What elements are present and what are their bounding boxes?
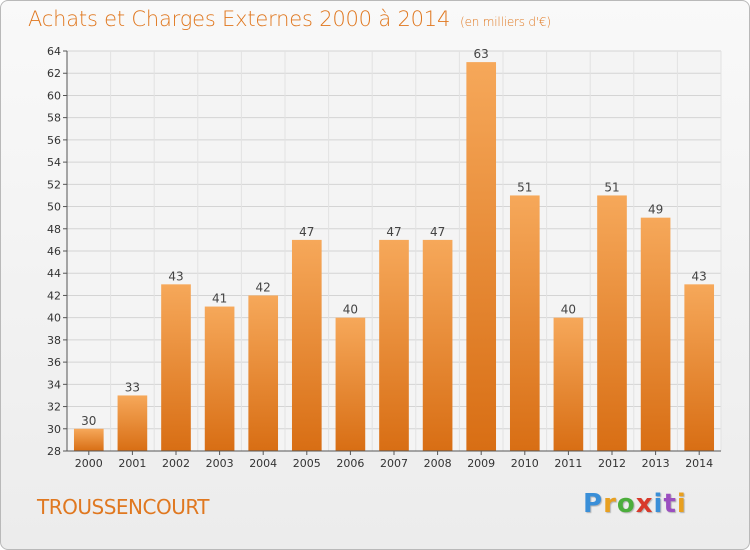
value-label: 63 xyxy=(474,47,489,61)
bar xyxy=(117,395,148,451)
x-tick-label: 2002 xyxy=(162,457,190,470)
x-tick-label: 2000 xyxy=(75,457,103,470)
value-label: 42 xyxy=(256,280,271,294)
value-label: 43 xyxy=(692,269,707,283)
bar xyxy=(161,284,191,451)
bar xyxy=(509,195,540,451)
value-label: 40 xyxy=(561,303,576,317)
logo-letter: t xyxy=(663,489,677,519)
y-tick-label: 32 xyxy=(47,401,61,414)
logo-letter: P xyxy=(583,489,604,519)
bar xyxy=(335,317,366,451)
y-tick-label: 62 xyxy=(47,67,61,80)
x-tick-label: 2006 xyxy=(336,457,364,470)
bar xyxy=(466,62,497,451)
logo-letter: x xyxy=(635,489,654,519)
bar xyxy=(422,239,453,451)
logo-letter: i xyxy=(653,489,664,519)
axes: 28 30 32 34 36 38 40 42 44 46 48 50 52 54 56 58 60 62 64 20… xyxy=(47,45,721,470)
x-tick-label: 2007 xyxy=(380,457,408,470)
x-tick-label: 2005 xyxy=(293,457,321,470)
y-tick-label: 40 xyxy=(47,312,61,325)
y-tick-label: 54 xyxy=(47,156,61,169)
value-label: 47 xyxy=(430,225,445,239)
y-tick-label: 50 xyxy=(47,201,61,214)
y-tick-label: 60 xyxy=(47,89,61,102)
value-label: 51 xyxy=(517,180,532,194)
value-label: 40 xyxy=(343,303,358,317)
y-tick-label: 38 xyxy=(47,334,61,347)
value-label: 47 xyxy=(299,225,314,239)
bar xyxy=(248,295,279,451)
chart-title-text: Achats et Charges Externes 2000 à 2014 xyxy=(28,7,451,31)
commune-name: TROUSSENCOURT xyxy=(37,495,210,519)
x-tick-label: 2011 xyxy=(554,457,582,470)
bar xyxy=(73,428,104,451)
y-tick-label: 52 xyxy=(47,178,61,191)
y-tick-label: 36 xyxy=(47,356,61,369)
bar xyxy=(291,239,322,451)
value-label: 30 xyxy=(81,414,96,428)
x-tick-label: 2003 xyxy=(206,457,234,470)
value-label: 47 xyxy=(386,225,401,239)
y-tick-label: 56 xyxy=(47,134,61,147)
x-tick-label: 2010 xyxy=(511,457,539,470)
bars: 30 33 43 41 42 47 40 47 47 63 51 40 51 49 43 xyxy=(73,47,715,451)
logo-letter: o xyxy=(616,489,636,519)
y-tick-label: 48 xyxy=(47,223,61,236)
x-tick-label: 2008 xyxy=(424,457,452,470)
y-tick-label: 30 xyxy=(47,423,61,436)
logo-letter: i xyxy=(676,489,687,519)
proxiti-logo: Proxiti xyxy=(583,489,687,519)
bar xyxy=(640,217,671,451)
x-tick-label: 2004 xyxy=(249,457,277,470)
x-tick-label: 2001 xyxy=(118,457,146,470)
bar xyxy=(379,239,409,451)
value-label: 51 xyxy=(604,180,619,194)
value-label: 41 xyxy=(212,292,227,306)
x-tick-label: 2014 xyxy=(685,457,713,470)
value-label: 49 xyxy=(648,203,663,217)
bar xyxy=(553,317,584,451)
y-tick-label: 34 xyxy=(47,378,61,391)
chart-title: Achats et Charges Externes 2000 à 2014 (e… xyxy=(28,7,551,31)
bar xyxy=(204,306,235,451)
logo-letter: r xyxy=(603,489,617,519)
value-label: 43 xyxy=(168,269,183,283)
chart-unit: (en milliers d'€) xyxy=(460,15,551,29)
y-tick-label: 64 xyxy=(47,45,61,58)
x-tick-label: 2013 xyxy=(642,457,670,470)
y-tick-label: 44 xyxy=(47,267,61,280)
bar xyxy=(597,195,627,451)
value-label: 33 xyxy=(125,380,140,394)
y-tick-label: 58 xyxy=(47,112,61,125)
bar xyxy=(684,284,715,451)
y-tick-label: 28 xyxy=(47,445,61,458)
y-tick-label: 46 xyxy=(47,245,61,258)
x-tick-label: 2012 xyxy=(598,457,626,470)
x-tick-label: 2009 xyxy=(467,457,495,470)
y-tick-label: 42 xyxy=(47,289,61,302)
